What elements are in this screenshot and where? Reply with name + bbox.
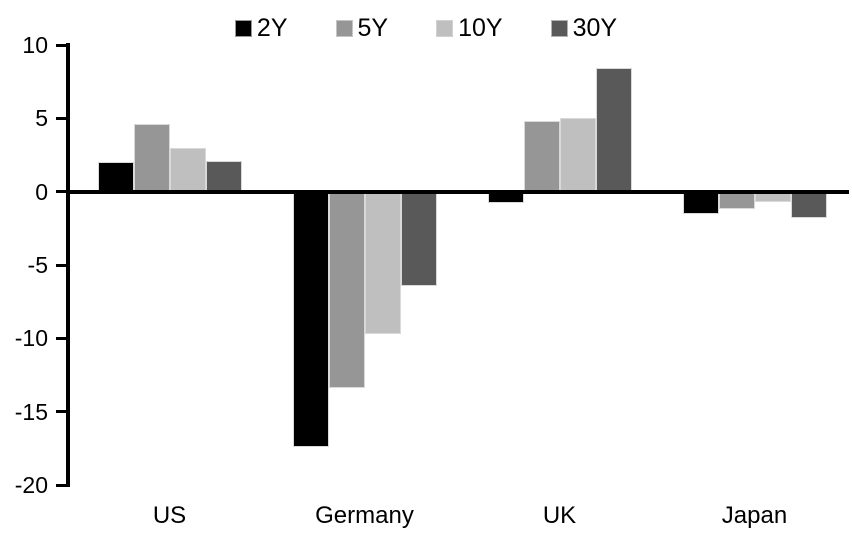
legend-item-2y: 2Y [234,13,288,42]
y-axis-tick [56,263,66,267]
bar-us-2y [97,162,134,192]
legend-swatch-5y [335,19,353,37]
y-tick-label: -5 [27,252,48,278]
legend-label: 30Y [572,13,618,42]
chart-legend: 2Y 5Y 10Y 30Y [0,12,852,44]
x-category-label-uk: UK [542,502,577,529]
bar-us-10y [169,147,206,192]
bar-japan-2y [682,191,719,214]
x-category-label-us: US [152,502,187,529]
legend-item-5y: 5Y [335,13,389,42]
legend-item-10y: 10Y [436,13,503,42]
bar-germany-30y [400,191,437,286]
y-tick-label: -15 [14,398,48,425]
bar-uk-30y [595,68,632,192]
legend-item-30y: 30Y [550,13,618,42]
legend-label: 5Y [357,13,389,42]
bar-germany-5y [328,191,365,389]
bar-germany-10y [364,191,401,334]
y-tick-label: 0 [35,178,48,205]
y-axis-tick [56,116,66,120]
bar-us-30y [205,160,242,192]
y-tick-label: 5 [35,105,48,132]
legend-label: 10Y [458,13,503,42]
y-axis-tick [56,410,66,414]
y-axis-tick [56,336,66,340]
x-category-label-germany: Germany [315,502,414,529]
bar-germany-2y [292,191,329,447]
y-axis-line [66,43,70,487]
y-tick-label: -20 [14,472,48,498]
bar-us-5y [133,124,170,192]
y-tick-label: -10 [14,325,48,352]
legend-swatch-30y [550,19,568,37]
bar-uk-5y [523,121,560,192]
bar-japan-30y [790,191,827,219]
y-axis-tick [56,190,66,194]
legend-label: 2Y [256,13,288,42]
bar-uk-10y [559,118,596,192]
y-tick-label: 10 [22,32,48,58]
legend-swatch-2y [234,19,252,37]
bar-japan-5y [718,191,755,210]
legend-swatch-10y [436,19,454,37]
y-axis-tick [56,43,66,47]
zero-baseline [66,189,849,194]
x-category-label-japan: Japan [721,502,788,529]
y-axis-tick [56,483,66,487]
